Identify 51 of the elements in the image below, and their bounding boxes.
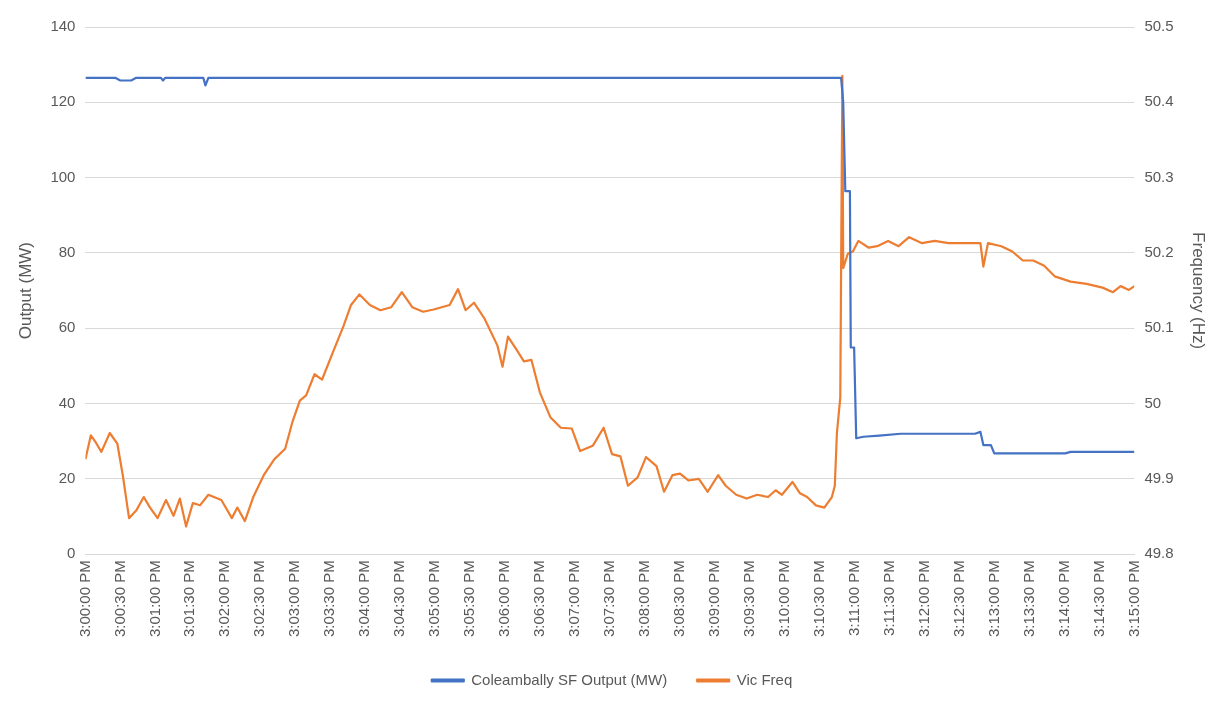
x-tick-label: 3:00:00 PM xyxy=(75,560,93,637)
x-tick-label: 3:01:30 PM xyxy=(180,560,198,637)
x-tick-label: 3:11:30 PM xyxy=(879,560,897,636)
y2-tick-label: 49.8 xyxy=(1144,544,1174,562)
x-tick-label: 3:04:30 PM xyxy=(390,560,408,637)
x-tick-label: 3:10:00 PM xyxy=(774,560,792,637)
y2-axis-title: Frequency (Hz) xyxy=(1189,232,1209,350)
x-tick-label: 3:08:30 PM xyxy=(669,560,687,637)
x-tick-label: 3:12:30 PM xyxy=(949,560,967,637)
y-tick-label: 40 xyxy=(58,393,76,411)
x-tick-label: 3:08:00 PM xyxy=(635,560,653,637)
x-tick-label: 3:06:00 PM xyxy=(495,560,513,637)
x-tick-label: 3:14:30 PM xyxy=(1089,560,1107,637)
legend-label: Coleambally SF Output (MW) xyxy=(471,670,668,688)
x-tick-label: 3:01:00 PM xyxy=(145,560,163,637)
x-tick-label: 3:00:30 PM xyxy=(110,560,128,637)
x-tick-label: 3:02:00 PM xyxy=(215,560,233,637)
y-tick-label: 20 xyxy=(58,469,76,487)
y2-tick-label: 49.9 xyxy=(1144,469,1174,487)
legend-label: Vic Freq xyxy=(736,670,793,688)
x-tick-label: 3:09:30 PM xyxy=(739,560,757,637)
x-tick-label: 3:13:30 PM xyxy=(1019,560,1037,637)
x-tick-label: 3:07:30 PM xyxy=(600,560,618,637)
y2-tick-label: 50 xyxy=(1144,393,1162,411)
y-tick-label: 140 xyxy=(50,17,76,35)
x-tick-label: 3:06:30 PM xyxy=(530,560,548,637)
y2-tick-label: 50.4 xyxy=(1144,92,1174,110)
x-tick-label: 3:09:00 PM xyxy=(704,560,722,637)
y2-tick-label: 50.5 xyxy=(1144,17,1174,35)
x-tick-label: 3:11:00 PM xyxy=(844,560,862,636)
x-tick-label: 3:15:00 PM xyxy=(1124,560,1142,637)
y2-tick-label: 50.2 xyxy=(1144,243,1174,261)
y-tick-label: 100 xyxy=(50,167,76,185)
x-tick-label: 3:05:00 PM xyxy=(425,560,443,637)
x-tick-label: 3:13:00 PM xyxy=(984,560,1002,637)
x-tick-label: 3:04:00 PM xyxy=(355,560,373,637)
y-axis-title: Output (MW) xyxy=(15,241,35,340)
x-tick-label: 3:02:30 PM xyxy=(250,560,268,637)
x-tick-label: 3:14:00 PM xyxy=(1054,560,1072,637)
x-tick-label: 3:05:30 PM xyxy=(460,560,478,637)
y-tick-label: 120 xyxy=(50,92,76,110)
y-tick-label: 80 xyxy=(58,243,76,261)
x-tick-label: 3:03:30 PM xyxy=(320,560,338,637)
x-tick-label: 3:12:00 PM xyxy=(914,560,932,637)
x-tick-label: 3:10:30 PM xyxy=(809,560,827,637)
x-tick-label: 3:03:00 PM xyxy=(285,560,303,637)
x-tick-label: 3:07:00 PM xyxy=(565,560,583,637)
y2-tick-label: 50.3 xyxy=(1144,167,1174,185)
y-tick-label: 0 xyxy=(67,544,76,562)
y-tick-label: 60 xyxy=(58,318,76,336)
y2-tick-label: 50.1 xyxy=(1144,318,1174,336)
